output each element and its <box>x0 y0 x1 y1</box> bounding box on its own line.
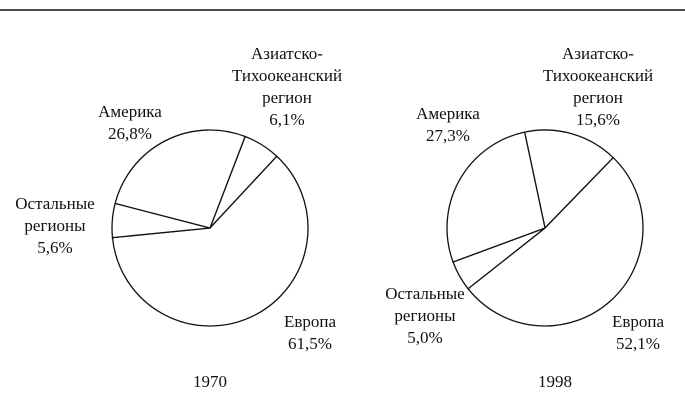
slice-label: Азиатско- <box>562 44 634 63</box>
pie-slice <box>523 129 615 230</box>
value-label: 26,8% <box>108 124 152 143</box>
pie-slice <box>446 131 546 263</box>
value-label: 6,1% <box>269 110 304 129</box>
value-label: 61,5% <box>288 334 332 353</box>
value-label: 27,3% <box>426 126 470 145</box>
slice-label: Азиатско- <box>251 44 323 63</box>
slice-label: Америка <box>98 102 162 121</box>
slice-label: Остальные <box>385 284 464 303</box>
value-label: 52,1% <box>616 334 660 353</box>
slice-label: Остальные <box>15 194 94 213</box>
chart-title: 1970 <box>193 372 227 391</box>
pie-slice <box>114 129 246 229</box>
slice-label: регионы <box>394 306 456 325</box>
slice-label: Америка <box>416 104 480 123</box>
slice-label: регион <box>573 88 623 107</box>
pie-slice <box>467 156 644 327</box>
slice-label: Тихоокеанский <box>543 66 653 85</box>
pie-slice <box>111 155 309 327</box>
slice-label: Европа <box>284 312 337 331</box>
value-label: 5,6% <box>37 238 72 257</box>
slice-label: Тихоокеанский <box>232 66 342 85</box>
slice-label: регион <box>262 88 312 107</box>
slice-label: Европа <box>612 312 665 331</box>
value-label: 15,6% <box>576 110 620 129</box>
chart-title: 1998 <box>538 372 572 391</box>
slice-label: регионы <box>24 216 86 235</box>
value-label: 5,0% <box>407 328 442 347</box>
